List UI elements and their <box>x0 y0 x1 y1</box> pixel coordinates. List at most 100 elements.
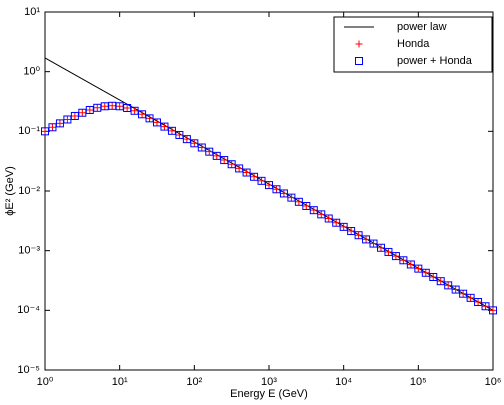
plus-marker <box>384 248 392 256</box>
y-tick-label: 10⁰ <box>23 66 40 78</box>
y-tick-label: 10¹ <box>24 6 40 18</box>
square-marker <box>182 135 191 144</box>
plus-marker <box>56 119 64 127</box>
plus-marker <box>78 109 86 117</box>
plus-marker <box>93 104 101 112</box>
plus-marker <box>41 127 49 135</box>
legend-label: power law <box>397 21 447 33</box>
square-marker <box>197 143 206 152</box>
x-tick-label: 10⁶ <box>485 376 502 388</box>
plus-marker <box>422 269 430 277</box>
square-marker <box>489 306 497 315</box>
plus-marker <box>392 252 400 260</box>
square-marker <box>339 222 348 231</box>
square-marker <box>302 201 311 210</box>
plus-marker <box>213 152 221 160</box>
plus-marker <box>407 260 415 268</box>
square-marker <box>459 289 468 298</box>
plus-marker <box>48 123 56 131</box>
plus-marker <box>370 240 378 248</box>
square-marker <box>466 293 475 302</box>
square-marker <box>399 256 408 265</box>
plus-marker <box>429 273 437 281</box>
square-marker <box>212 151 221 160</box>
x-tick-label: 10⁵ <box>410 376 427 388</box>
plus-marker <box>280 189 288 197</box>
legend-label: power + Honda <box>397 55 473 67</box>
square-marker <box>369 239 378 248</box>
x-tick-label: 10¹ <box>112 376 128 388</box>
plus-marker <box>63 115 71 123</box>
plus-marker <box>362 235 370 243</box>
plus-marker <box>414 265 422 273</box>
y-tick-label: 10⁻⁵ <box>17 364 40 376</box>
plus-marker <box>287 194 295 202</box>
plus-marker <box>317 210 325 218</box>
plus-marker <box>116 102 124 110</box>
plus-marker <box>474 298 482 306</box>
square-marker <box>250 172 259 181</box>
plus-marker <box>482 302 490 310</box>
square-marker <box>429 272 438 281</box>
plus-marker <box>160 123 168 131</box>
square-marker <box>406 260 415 269</box>
x-tick-label: 10³ <box>261 376 277 388</box>
plus-marker <box>71 112 79 120</box>
plus-marker <box>332 219 340 227</box>
square-marker <box>220 156 229 165</box>
x-tick-label: 10² <box>186 376 202 388</box>
square-marker <box>145 114 154 123</box>
plus-marker <box>108 102 116 110</box>
plus-marker <box>205 148 213 156</box>
plus-marker <box>459 290 467 298</box>
square-marker <box>272 185 281 194</box>
square-marker <box>324 214 333 223</box>
square-marker <box>167 126 176 135</box>
plus-marker <box>228 160 236 168</box>
plus-marker <box>302 202 310 210</box>
plus-marker <box>444 281 452 289</box>
square-marker <box>160 122 169 131</box>
legend-swatch <box>355 57 363 65</box>
square-marker <box>421 268 430 277</box>
square-marker <box>175 130 184 139</box>
square-marker <box>287 193 296 202</box>
square-marker <box>190 139 199 148</box>
square-marker <box>332 218 341 227</box>
square-marker <box>235 164 244 173</box>
square-marker <box>354 231 363 240</box>
square-marker <box>414 264 423 273</box>
plus-marker <box>467 294 475 302</box>
plus-marker <box>310 206 318 214</box>
plus-marker <box>101 102 109 110</box>
plus-marker <box>123 104 131 112</box>
square-marker <box>347 227 356 236</box>
plus-marker <box>183 135 191 143</box>
square-marker <box>362 235 371 244</box>
plus-marker <box>265 181 273 189</box>
square-marker <box>481 302 490 311</box>
plus-marker <box>347 227 355 235</box>
plus-marker <box>489 306 497 314</box>
square-marker <box>41 127 49 136</box>
y-tick-label: 10⁻² <box>18 185 40 197</box>
square-marker <box>444 281 453 290</box>
square-marker <box>309 206 318 215</box>
plus-marker <box>131 107 139 115</box>
square-marker <box>242 168 251 177</box>
square-marker <box>279 189 288 198</box>
square-marker <box>474 297 483 306</box>
x-tick-label: 10⁰ <box>37 376 54 388</box>
plus-marker <box>355 231 363 239</box>
plus-marker <box>146 114 154 122</box>
plus-marker <box>243 169 251 177</box>
plus-marker <box>258 177 266 185</box>
square-marker <box>317 210 326 219</box>
square-marker <box>294 197 303 206</box>
plus-marker <box>220 156 228 164</box>
plus-marker <box>168 127 176 135</box>
plus-marker <box>250 173 258 181</box>
plus-marker <box>399 256 407 264</box>
plus-marker <box>198 143 206 151</box>
